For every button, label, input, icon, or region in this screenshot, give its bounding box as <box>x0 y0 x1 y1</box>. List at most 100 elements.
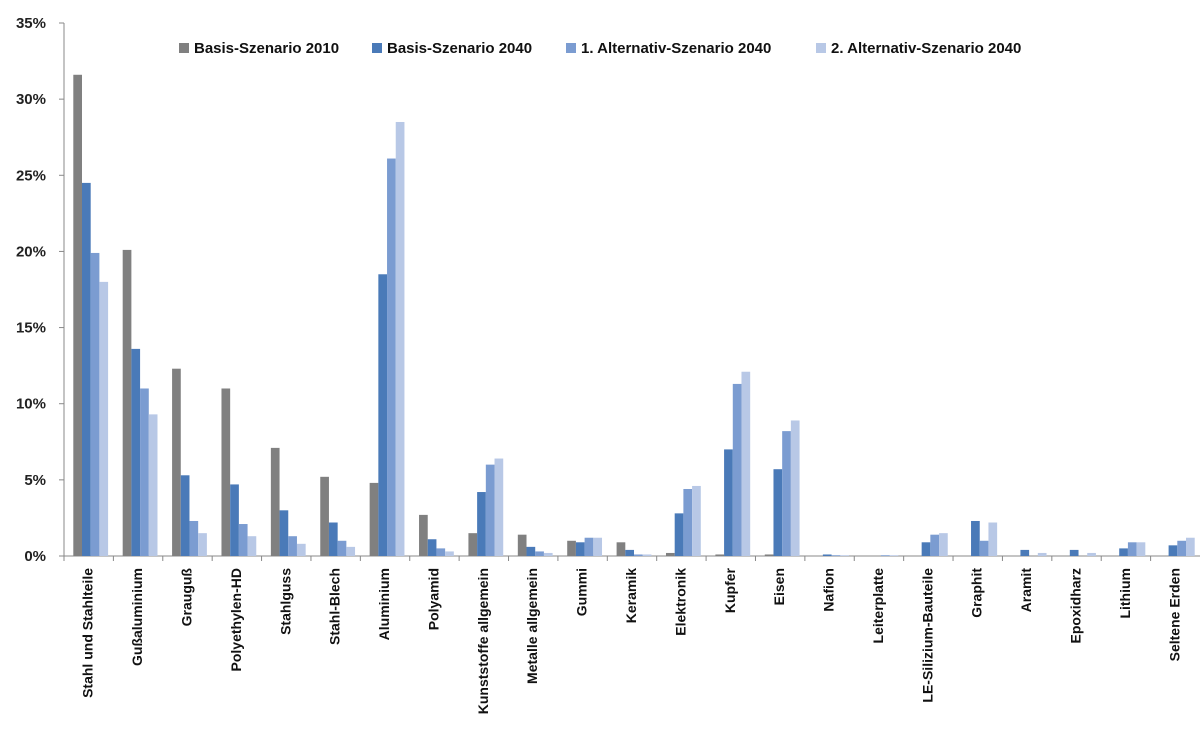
category-label: Metalle allgemein <box>524 568 540 684</box>
legend-label: 1. Alternativ-Szenario 2040 <box>581 40 771 57</box>
bar <box>1186 537 1195 556</box>
bar <box>665 552 675 556</box>
category-label: Elektronik <box>672 568 688 636</box>
bar <box>625 549 634 556</box>
y-tick-label: 30% <box>16 91 46 108</box>
bar <box>99 281 109 556</box>
bar <box>1127 542 1137 556</box>
bar <box>988 522 998 556</box>
bar <box>616 542 626 556</box>
category-label: Stahlguss <box>277 568 293 635</box>
bar <box>494 458 504 556</box>
bar <box>419 514 428 556</box>
y-tick-label: 25% <box>16 167 46 184</box>
bar <box>979 540 989 556</box>
bar <box>575 542 585 556</box>
legend-label: Basis-Szenario 2010 <box>194 40 339 57</box>
category-label: Nafion <box>821 568 837 612</box>
legend-label: 2. Alternativ-Szenario 2040 <box>831 40 1021 57</box>
category-label: Stahl und Stahlteile <box>80 568 96 698</box>
bar <box>189 520 199 556</box>
bar <box>773 469 783 556</box>
bar <box>831 555 841 556</box>
bar <box>692 485 701 556</box>
bar <box>840 555 849 556</box>
category-label: Kunststoffe allgemein <box>475 568 491 714</box>
bar <box>683 488 693 556</box>
bar <box>1136 542 1146 556</box>
category-label: Seltene Erden <box>1166 568 1182 661</box>
bar <box>782 431 791 556</box>
category-label: Graphit <box>969 568 985 618</box>
y-tick-label: 35% <box>16 15 46 32</box>
category-label: Grauguß <box>178 568 194 627</box>
bar <box>378 274 388 556</box>
axes: 0% 5% 10% 15% 20% 25% 30% 35% <box>16 15 1200 565</box>
legend-label: Basis-Szenario 2040 <box>387 40 532 57</box>
category-label: Stahl-Blech <box>327 568 343 645</box>
bar <box>1119 548 1128 556</box>
bar <box>485 464 495 556</box>
bar <box>1037 552 1047 556</box>
bar <box>198 533 207 556</box>
bar <box>1087 552 1096 556</box>
bar <box>477 492 486 556</box>
bar <box>328 522 338 556</box>
bar <box>346 546 356 556</box>
bar <box>1069 549 1079 556</box>
bar <box>296 543 306 556</box>
y-tick-label: 15% <box>16 320 46 337</box>
bar <box>741 371 751 556</box>
bar <box>526 546 536 556</box>
bar <box>584 537 594 556</box>
legend-swatch <box>566 43 576 53</box>
bar <box>180 475 190 556</box>
category-label: LE-Silizium-Bauteile <box>919 568 935 703</box>
bar <box>930 534 940 556</box>
bar <box>939 533 948 556</box>
bar <box>131 348 141 556</box>
bar <box>172 368 181 556</box>
bar <box>73 74 82 556</box>
legend-swatch <box>372 43 382 53</box>
bar <box>445 551 454 556</box>
bar <box>971 520 980 556</box>
bar <box>427 539 437 556</box>
bar <box>90 252 100 557</box>
bar <box>535 551 544 556</box>
category-label: Gummi <box>574 568 590 616</box>
legend-item: 2. Alternativ-Szenario 2040 <box>816 40 1021 57</box>
bar <box>140 388 149 556</box>
bar <box>543 552 553 556</box>
bar <box>724 449 733 556</box>
bar <box>822 554 832 556</box>
bar <box>468 533 478 556</box>
y-tick-label: 20% <box>16 243 46 260</box>
category-label: Gußaluminium <box>129 568 145 666</box>
legend-item: 1. Alternativ-Szenario 2040 <box>566 40 771 57</box>
category-label: Aluminium <box>376 568 392 640</box>
bar <box>593 537 603 556</box>
bar <box>436 548 446 556</box>
bar <box>634 554 643 556</box>
bar <box>320 476 329 556</box>
legend: Basis-Szenario 2010 Basis-Szenario 2040 1.… <box>179 40 1021 57</box>
category-label: Epoxidharz <box>1068 568 1084 643</box>
bar <box>337 540 347 556</box>
legend-item: Basis-Szenario 2040 <box>372 40 532 57</box>
bar <box>674 513 684 556</box>
bar <box>395 121 405 556</box>
bar <box>270 447 280 556</box>
bar <box>921 542 931 556</box>
bar <box>517 534 527 556</box>
y-tick-label: 0% <box>24 548 46 565</box>
category-label: Lithium <box>1117 568 1133 619</box>
bar <box>1177 540 1187 556</box>
bar <box>221 388 231 556</box>
bar <box>122 249 132 557</box>
bar <box>764 554 774 556</box>
bar <box>288 536 297 556</box>
legend-swatch <box>179 43 189 53</box>
category-label: Polyethylen-HD <box>228 568 244 671</box>
